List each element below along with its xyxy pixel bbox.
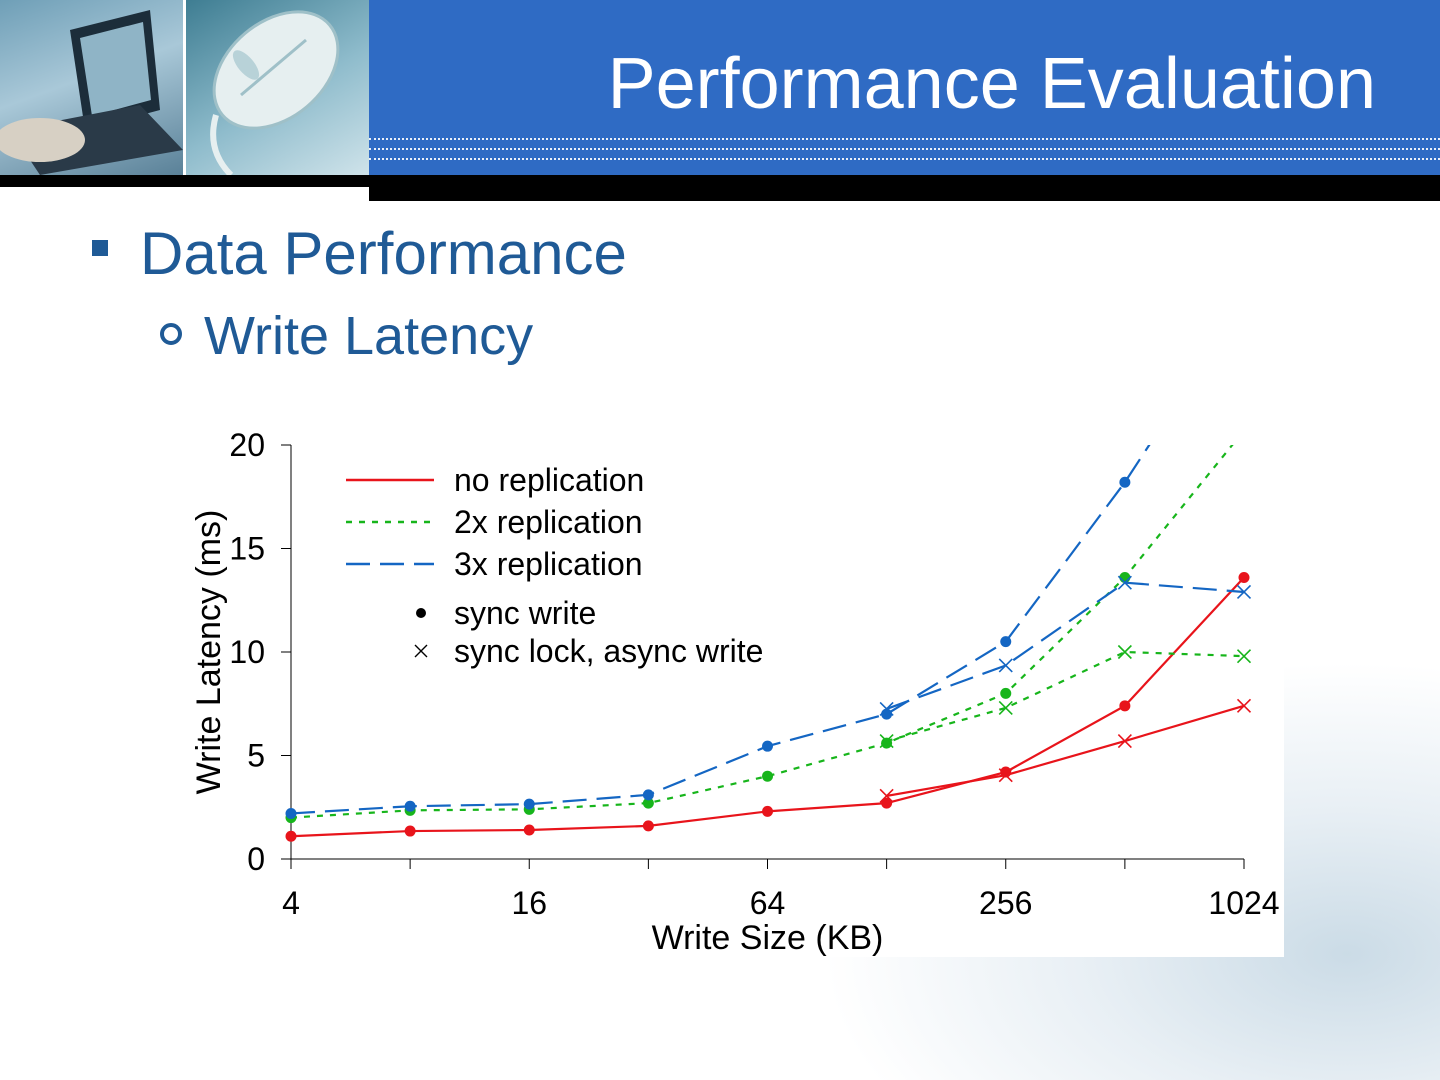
- series-2x-replication-cross: [879, 644, 1252, 749]
- data-point-cross: [1236, 698, 1252, 713]
- data-point-dot: [1119, 476, 1131, 488]
- data-point-dot: [881, 797, 893, 809]
- data-point-cross: [998, 700, 1013, 715]
- x-axis-label: Write Size (KB): [652, 919, 884, 957]
- series-line: [290, 445, 1234, 819]
- legend-line-label: 2x replication: [454, 504, 643, 540]
- square-bullet-icon: [92, 240, 108, 256]
- circle-bullet-icon: [160, 323, 182, 345]
- chart-svg: 0 5 10 15 20 4 16 64 256 1024 Write Size (KB) Write…: [190, 427, 1280, 957]
- slide-title: Performance Evaluation: [607, 44, 1376, 124]
- data-point-dot: [642, 820, 654, 832]
- series-2x-replication-dot: [285, 445, 1234, 824]
- data-point-cross: [1236, 649, 1252, 664]
- data-point-dot: [404, 825, 416, 837]
- laptop-photo: [0, 0, 183, 175]
- x-tick-label: 1024: [1208, 885, 1279, 921]
- data-point-cross: [1117, 733, 1132, 749]
- bullet-level2-text: Write Latency: [204, 306, 534, 366]
- y-tick-label: 20: [229, 427, 265, 463]
- data-point-dot: [762, 805, 773, 817]
- series-line: [290, 445, 1151, 815]
- series-no-replication-dot: [285, 571, 1250, 842]
- x-tick-label: 256: [979, 885, 1032, 921]
- series-line: [886, 650, 1245, 743]
- y-tick-label: 10: [229, 634, 265, 670]
- series-no-replication-cross: [879, 698, 1252, 803]
- banner-black-bar: [369, 175, 1440, 201]
- data-point-dot: [1238, 571, 1250, 583]
- y-tick-label: 5: [247, 738, 265, 774]
- bullet-level1-text: Data Performance: [140, 220, 627, 287]
- x-tick-label: 16: [511, 885, 547, 921]
- data-point-dot: [881, 708, 893, 720]
- data-point-dot: [1000, 687, 1012, 699]
- data-point-dot: [285, 830, 297, 842]
- legend-cross-marker: [414, 644, 428, 658]
- x-tick-label: 4: [282, 885, 300, 921]
- x-tick-label: 64: [750, 885, 786, 921]
- data-point-cross: [879, 733, 894, 749]
- series-3x-replication-cross: [879, 575, 1252, 716]
- legend-marker-label: sync lock, async write: [454, 633, 763, 669]
- legend-line-label: 3x replication: [454, 546, 643, 582]
- legend-line-label: no replication: [454, 462, 644, 498]
- data-point-dot: [642, 797, 654, 809]
- data-point-cross: [998, 658, 1013, 673]
- y-tick-label: 0: [247, 841, 265, 877]
- series-3x-replication-dot: [285, 445, 1151, 819]
- legend-dot-marker: [416, 608, 426, 618]
- data-point-cross: [1236, 584, 1252, 600]
- data-point-dot: [285, 807, 297, 819]
- data-point-cross: [879, 701, 894, 716]
- data-point-dot: [762, 770, 773, 782]
- series-line: [290, 576, 1245, 838]
- data-point-dot: [523, 798, 535, 810]
- mouse-photo: [186, 0, 369, 175]
- data-point-dot: [762, 740, 773, 752]
- data-point-cross: [998, 768, 1013, 783]
- data-point-dot: [1119, 700, 1131, 712]
- laptop-illustration: [0, 10, 183, 175]
- y-tick-label: 15: [229, 531, 265, 567]
- banner-rule: [369, 138, 1440, 140]
- mouse-illustration: [210, 10, 340, 175]
- series-line: [886, 704, 1245, 797]
- data-point-cross: [1117, 644, 1132, 660]
- data-point-dot: [404, 800, 416, 812]
- write-latency-chart: 0 5 10 15 20 4 16 64 256 1024 Write Size (KB) Write…: [178, 426, 1284, 957]
- data-point-dot: [1000, 636, 1012, 648]
- data-point-dot: [523, 824, 535, 836]
- data-point-cross: [1117, 575, 1132, 590]
- series-line: [886, 581, 1245, 710]
- photo-underline-bar: [0, 175, 369, 187]
- title-banner: [369, 0, 1440, 175]
- y-axis-label: Write Latency (ms): [190, 510, 228, 795]
- legend-marker-label: sync write: [454, 595, 596, 631]
- banner-rule: [369, 148, 1440, 150]
- data-point-cross: [879, 788, 894, 803]
- data-point-dot: [642, 789, 654, 801]
- data-point-dot: [1119, 571, 1131, 583]
- banner-rule: [369, 158, 1440, 160]
